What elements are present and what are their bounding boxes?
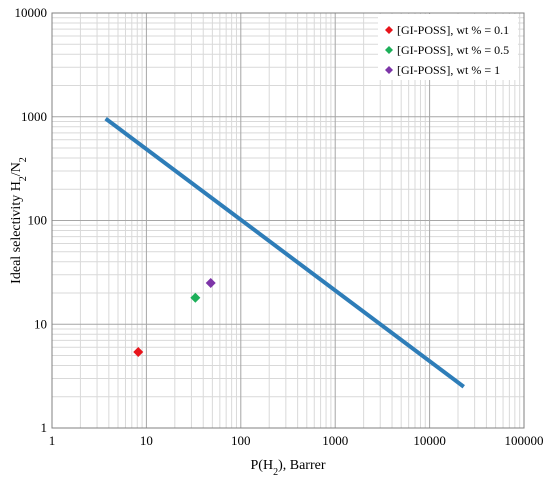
- x-tick-label: 1000: [322, 433, 348, 448]
- x-tick-labels: 1 10 100 1000 10000 100000: [49, 433, 544, 448]
- y-tick-label: 1000: [21, 109, 47, 124]
- y-tick-label: 10: [34, 316, 47, 331]
- plot-frame: [51, 12, 525, 429]
- legend-label: [GI-POSS], wt % = 0.1: [397, 23, 509, 37]
- x-tick-label: 10: [140, 433, 153, 448]
- y-tick-labels: 1 10 100 1000 10000: [15, 5, 48, 435]
- data-markers: [133, 277, 216, 358]
- legend-label: [GI-POSS], wt % = 0.5: [397, 43, 509, 57]
- x-axis-title: P(H2), Barrer: [251, 458, 326, 477]
- y-axis-title: Ideal selectivity H2/N2: [9, 157, 29, 284]
- legend: [GI-POSS], wt % = 0.1 [GI-POSS], wt % = 0…: [378, 14, 518, 80]
- legend-marker: [385, 26, 393, 34]
- y-tick-label: 10000: [15, 5, 48, 20]
- data-point: [205, 277, 216, 288]
- legend-box: [378, 14, 518, 80]
- legend-marker: [385, 66, 393, 74]
- x-tick-label: 1: [49, 433, 56, 448]
- data-point: [133, 347, 144, 358]
- x-tick-label: 10000: [413, 433, 446, 448]
- legend-label: [GI-POSS], wt % = 1: [397, 63, 500, 77]
- y-tick-label: 100: [28, 213, 48, 228]
- legend-marker: [385, 46, 393, 54]
- y-tick-label: 1: [41, 420, 48, 435]
- x-tick-label: 100: [231, 433, 251, 448]
- upper-bound-line: [104, 116, 465, 389]
- data-point: [190, 292, 201, 303]
- x-tick-label: 100000: [505, 433, 544, 448]
